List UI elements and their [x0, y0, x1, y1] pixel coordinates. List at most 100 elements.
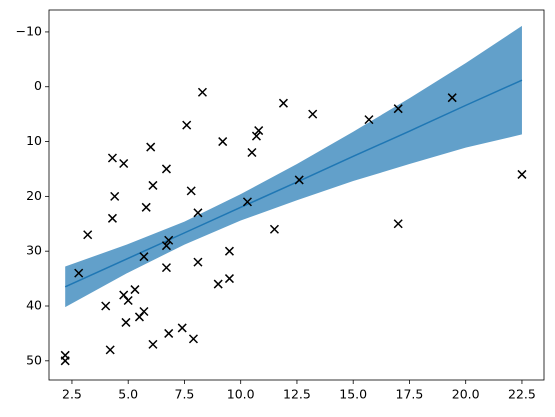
y-tick-label: 40: [26, 298, 42, 313]
point: [146, 142, 156, 152]
plot-frame: [48, 9, 545, 381]
x-tick-label: 10.0: [227, 387, 255, 402]
point-marker: [224, 246, 234, 256]
point: [123, 295, 133, 306]
point-marker: [148, 180, 158, 190]
point: [83, 230, 93, 240]
point-marker: [308, 109, 318, 119]
point: [193, 208, 203, 218]
point-marker: [121, 317, 131, 327]
point-marker: [164, 328, 174, 338]
point: [119, 158, 129, 169]
point-marker: [224, 274, 234, 284]
point-marker: [161, 241, 171, 251]
point-marker: [164, 235, 174, 245]
point-marker: [139, 252, 149, 262]
point-marker: [447, 93, 457, 103]
point: [213, 279, 223, 289]
point-marker: [269, 224, 279, 234]
point-marker: [182, 120, 192, 130]
point: [186, 186, 196, 196]
x-tick-label: 20.0: [452, 387, 480, 402]
point: [164, 328, 174, 338]
point: [251, 131, 261, 141]
point-marker: [517, 169, 527, 179]
point: [177, 323, 187, 333]
x-tick-label: 22.5: [508, 387, 536, 402]
point: [110, 191, 120, 201]
point-marker: [197, 87, 207, 97]
point-marker: [364, 115, 374, 125]
point: [364, 115, 374, 125]
point: [105, 345, 115, 355]
point-marker: [141, 202, 151, 212]
x-tick-label: 5.0: [118, 387, 138, 402]
point-marker: [393, 104, 403, 114]
point-marker: [188, 334, 198, 344]
point: [161, 164, 171, 174]
point-marker: [278, 98, 288, 108]
point: [393, 104, 403, 114]
point: [188, 334, 198, 344]
x-tick-label: 2.5: [62, 387, 82, 402]
y-tick-label: −10: [16, 23, 42, 38]
confidence-band: [65, 25, 522, 308]
point-marker: [393, 219, 403, 229]
point-marker: [107, 153, 117, 163]
point: [294, 175, 304, 185]
point-marker: [74, 268, 84, 278]
point-marker: [130, 285, 140, 295]
y-tick-label: 10: [26, 133, 42, 148]
point-marker: [242, 197, 252, 207]
point: [517, 169, 527, 179]
point-marker: [148, 339, 158, 349]
point: [74, 268, 84, 278]
point-marker: [294, 175, 304, 185]
point: [242, 197, 252, 207]
point-marker: [218, 137, 228, 147]
x-tick-label: 15.0: [339, 387, 367, 402]
point: [161, 263, 171, 273]
point-marker: [123, 295, 133, 306]
point: [164, 235, 174, 245]
point: [139, 306, 149, 317]
point: [107, 153, 117, 163]
point: [269, 224, 279, 234]
point: [107, 213, 117, 223]
point-marker: [119, 158, 129, 169]
point: [308, 109, 318, 119]
point-marker: [247, 147, 257, 158]
point: [101, 301, 111, 311]
point: [121, 317, 131, 327]
point-marker: [110, 191, 120, 201]
point: [278, 98, 288, 108]
point: [141, 202, 151, 212]
point: [193, 257, 203, 267]
y-tick-label: 0: [34, 78, 42, 93]
y-tick-label: 50: [26, 352, 42, 367]
y-tick-label: 20: [26, 188, 42, 203]
point-marker: [60, 356, 70, 366]
point: [197, 87, 207, 97]
point: [224, 246, 234, 256]
point: [247, 147, 257, 158]
x-tick-label: 12.5: [283, 387, 311, 402]
point-marker: [83, 230, 93, 240]
point: [447, 93, 457, 103]
point-marker: [213, 279, 223, 289]
point: [182, 120, 192, 130]
point: [139, 252, 149, 262]
point: [60, 356, 70, 366]
x-tick-label: 17.5: [396, 387, 424, 402]
point: [218, 137, 228, 147]
point-marker: [146, 142, 156, 152]
point-marker: [161, 263, 171, 273]
point-marker: [186, 186, 196, 196]
point: [254, 126, 264, 136]
point: [148, 339, 158, 349]
point-marker: [251, 131, 261, 141]
point: [224, 274, 234, 284]
point-marker: [101, 301, 111, 311]
point: [393, 219, 403, 229]
